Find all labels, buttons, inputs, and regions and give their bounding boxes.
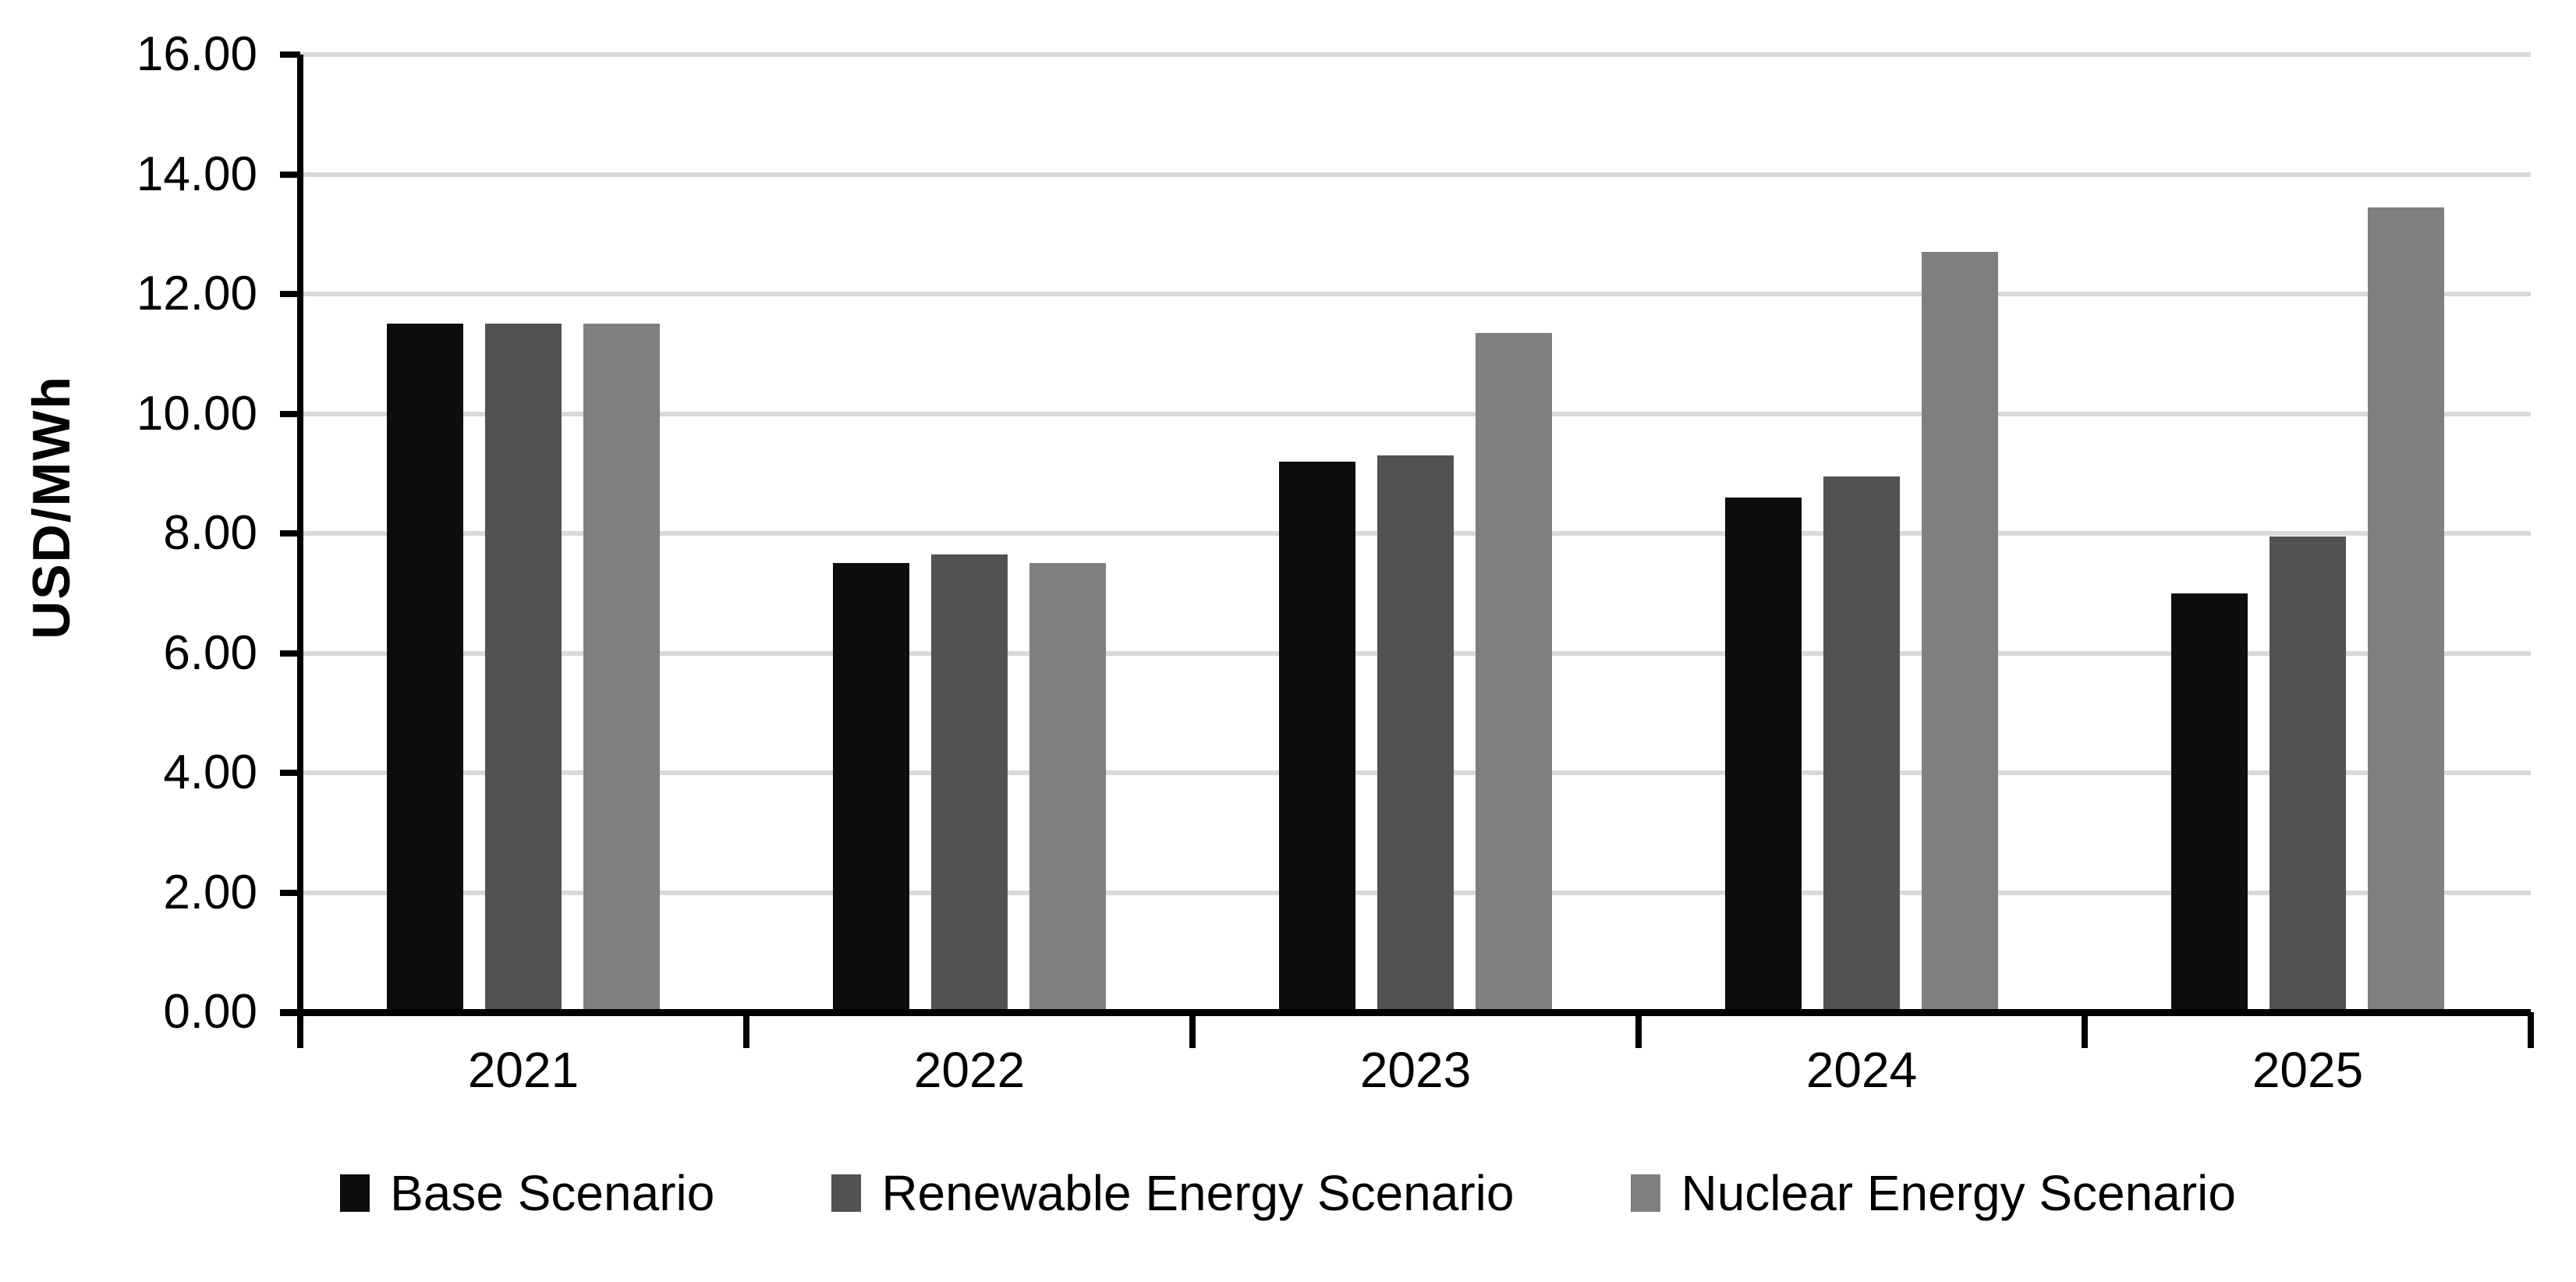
legend: Base Scenario Renewable Energy Scenario Nu… — [0, 1168, 2576, 1218]
legend-label-nuclear-energy-scenario: Nuclear Energy Scenario — [1681, 1165, 2236, 1221]
y-tick-label-8-00: 8.00 — [163, 506, 257, 560]
y-tick-label-0-00: 0.00 — [163, 985, 257, 1039]
y-tick — [280, 410, 300, 417]
x-axis-line — [280, 1009, 2531, 1016]
bar-2021-renewable-energy-scenario — [485, 324, 562, 1015]
x-boundary-tick — [2528, 1012, 2534, 1048]
y-tick-label-16-00: 16.00 — [136, 27, 257, 81]
y-tick-label-6-00: 6.00 — [163, 625, 257, 680]
y-tick — [280, 1009, 300, 1015]
bar-2024-nuclear-energy-scenario — [1922, 252, 1998, 1015]
bar-2021-base-scenario — [387, 324, 463, 1015]
bar-2023-base-scenario — [1279, 461, 1355, 1015]
bar-2023-renewable-energy-scenario — [1377, 455, 1454, 1015]
x-boundary-tick — [297, 1012, 303, 1048]
x-tick-label-2025: 2025 — [2252, 1042, 2364, 1098]
legend-swatch-nuclear-energy-scenario — [1631, 1174, 1661, 1212]
y-tick — [280, 51, 300, 58]
bar-2023-nuclear-energy-scenario — [1476, 332, 1552, 1015]
legend-item-renewable-energy-scenario: Renewable Energy Scenario — [831, 1168, 1514, 1218]
x-tick-label-2021: 2021 — [467, 1042, 579, 1098]
y-tick — [280, 291, 300, 297]
bar-2025-base-scenario — [2171, 593, 2248, 1015]
y-tick-label-2-00: 2.00 — [163, 865, 257, 919]
x-boundary-tick — [1635, 1012, 1642, 1048]
x-boundary-tick — [1189, 1012, 1196, 1048]
y-tick-label-14-00: 14.00 — [136, 147, 257, 201]
x-tick-label-2023: 2023 — [1359, 1042, 1472, 1098]
legend-item-nuclear-energy-scenario: Nuclear Energy Scenario — [1631, 1165, 2236, 1221]
y-gridline — [300, 172, 2531, 177]
y-tick-label-12-00: 12.00 — [136, 267, 257, 320]
y-tick-label-4-00: 4.00 — [163, 745, 257, 799]
y-tick — [280, 770, 300, 776]
legend-swatch-renewable-energy-scenario — [831, 1174, 862, 1212]
y-gridline — [300, 411, 2531, 416]
x-boundary-tick — [2082, 1012, 2088, 1048]
x-tick-label-2024: 2024 — [1805, 1042, 1918, 1098]
y-tick — [280, 171, 300, 178]
legend-label-base-scenario: Base Scenario — [390, 1165, 715, 1221]
y-tick-label-10-00: 10.00 — [136, 386, 257, 441]
legend-item-base-scenario: Base Scenario — [340, 1168, 714, 1218]
x-tick-label-2022: 2022 — [913, 1042, 1026, 1098]
y-axis-line — [297, 55, 303, 1018]
bar-2025-renewable-energy-scenario — [2270, 536, 2346, 1015]
y-gridline — [300, 52, 2531, 57]
bar-2022-renewable-energy-scenario — [931, 554, 1008, 1015]
bar-2022-nuclear-energy-scenario — [1029, 563, 1106, 1015]
bar-2025-nuclear-energy-scenario — [2368, 207, 2444, 1015]
bar-2022-base-scenario — [833, 563, 909, 1015]
bar-2021-nuclear-energy-scenario — [583, 324, 660, 1015]
legend-label-renewable-energy-scenario: Renewable Energy Scenario — [881, 1165, 1515, 1221]
legend-swatch-base-scenario — [340, 1174, 370, 1212]
bar-2024-renewable-energy-scenario — [1823, 476, 1900, 1015]
y-tick — [280, 889, 300, 896]
y-tick — [280, 530, 300, 537]
x-boundary-tick — [743, 1012, 749, 1048]
y-gridline — [300, 292, 2531, 296]
y-tick — [280, 650, 300, 657]
bar-2024-base-scenario — [1725, 497, 1802, 1015]
